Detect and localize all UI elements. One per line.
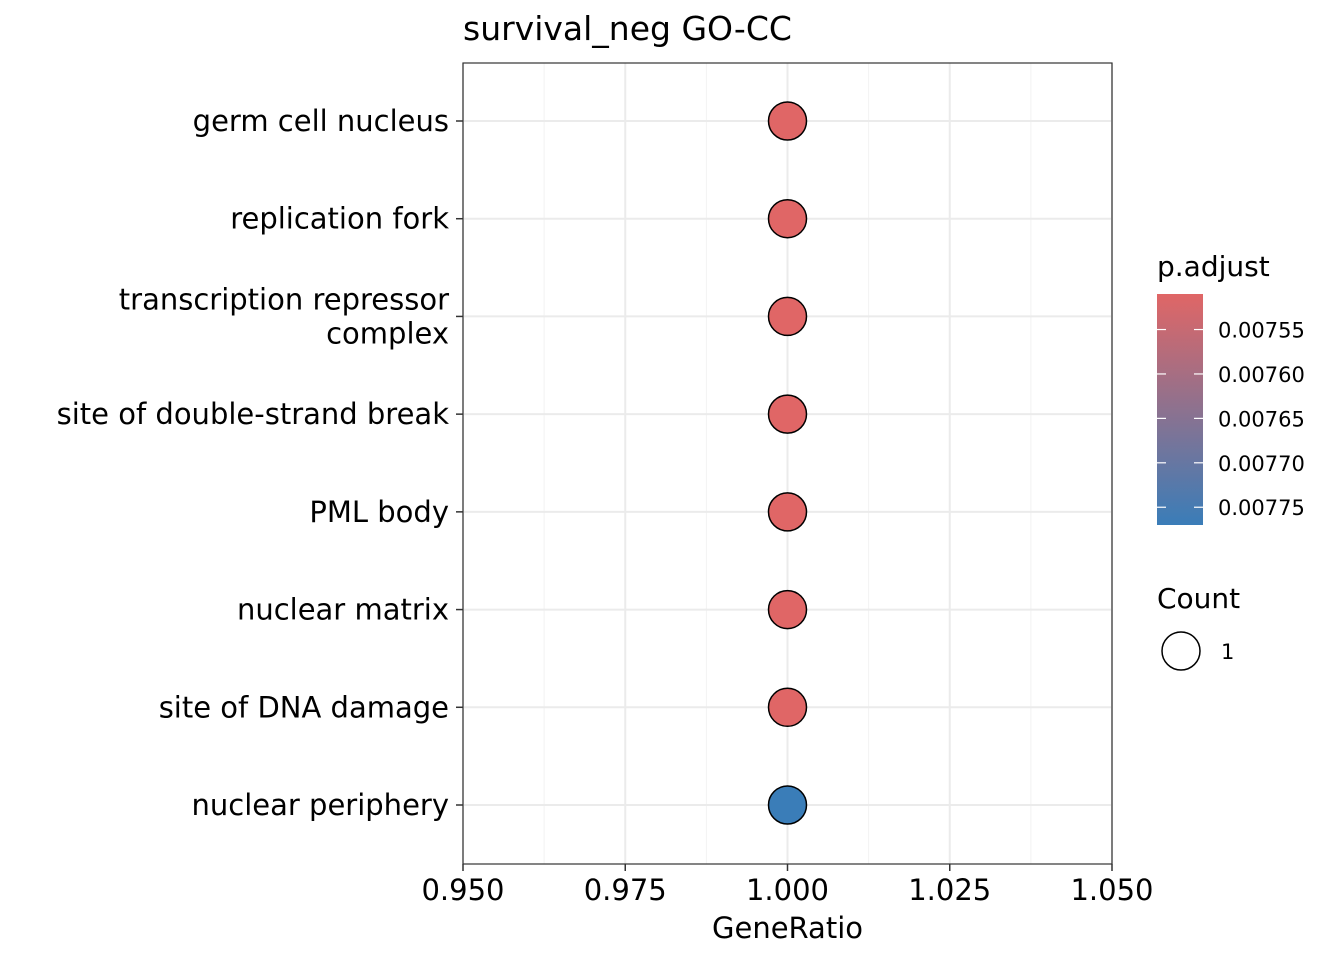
- data-point: [767, 687, 808, 728]
- count-legend-label: 1: [1221, 640, 1234, 664]
- x-tick-label: 1.025: [908, 873, 991, 907]
- colorbar-label: 0.00770: [1218, 452, 1305, 476]
- data-point: [767, 785, 808, 825]
- colorbar-label: 0.00755: [1218, 319, 1305, 343]
- data-point: [767, 101, 808, 141]
- x-tick-label: 1.000: [746, 873, 829, 907]
- y-tick-label: transcription repressor: [119, 282, 449, 316]
- data-point: [767, 492, 808, 532]
- x-axis: 0.950 0.975 1.000 1.025 1.050: [421, 864, 1154, 907]
- x-tick-label: 1.050: [1070, 873, 1153, 907]
- data-point: [767, 198, 808, 239]
- y-tick-label: site of double-strand break: [57, 397, 450, 431]
- y-tick-label: site of DNA damage: [159, 690, 449, 724]
- y-tick-label: replication fork: [230, 202, 449, 236]
- y-tick-label: PML body: [309, 495, 449, 529]
- colorbar-label: 0.00765: [1218, 407, 1305, 431]
- grid-lines: [462, 63, 1113, 864]
- count-legend: Count 1: [1157, 582, 1240, 671]
- data-points: [767, 101, 808, 825]
- count-legend-title: Count: [1157, 582, 1240, 615]
- y-axis: germ cell nucleus replication fork transcr…: [57, 104, 463, 822]
- p-adjust-legend: p.adjust 0.00755 0.00760 0.00765 0.00770 0.0…: [1157, 250, 1305, 525]
- colorbar-label: 0.00775: [1218, 496, 1305, 520]
- data-point: [767, 296, 808, 337]
- y-tick-label: complex: [326, 316, 449, 350]
- count-legend-key: [1161, 631, 1201, 671]
- p-adjust-colorbar: [1157, 294, 1203, 525]
- y-tick-label: germ cell nucleus: [193, 104, 449, 138]
- chart-title: survival_neg GO-CC: [463, 9, 792, 48]
- x-tick-label: 0.950: [421, 873, 504, 907]
- x-axis-title: GeneRatio: [712, 911, 863, 945]
- p-adjust-legend-title: p.adjust: [1157, 250, 1270, 283]
- colorbar-label: 0.00760: [1218, 363, 1305, 387]
- y-tick-label: nuclear matrix: [237, 593, 449, 627]
- data-point: [767, 394, 808, 434]
- y-tick-label: nuclear periphery: [192, 788, 449, 822]
- x-tick-label: 0.975: [584, 873, 667, 907]
- data-point: [767, 589, 808, 630]
